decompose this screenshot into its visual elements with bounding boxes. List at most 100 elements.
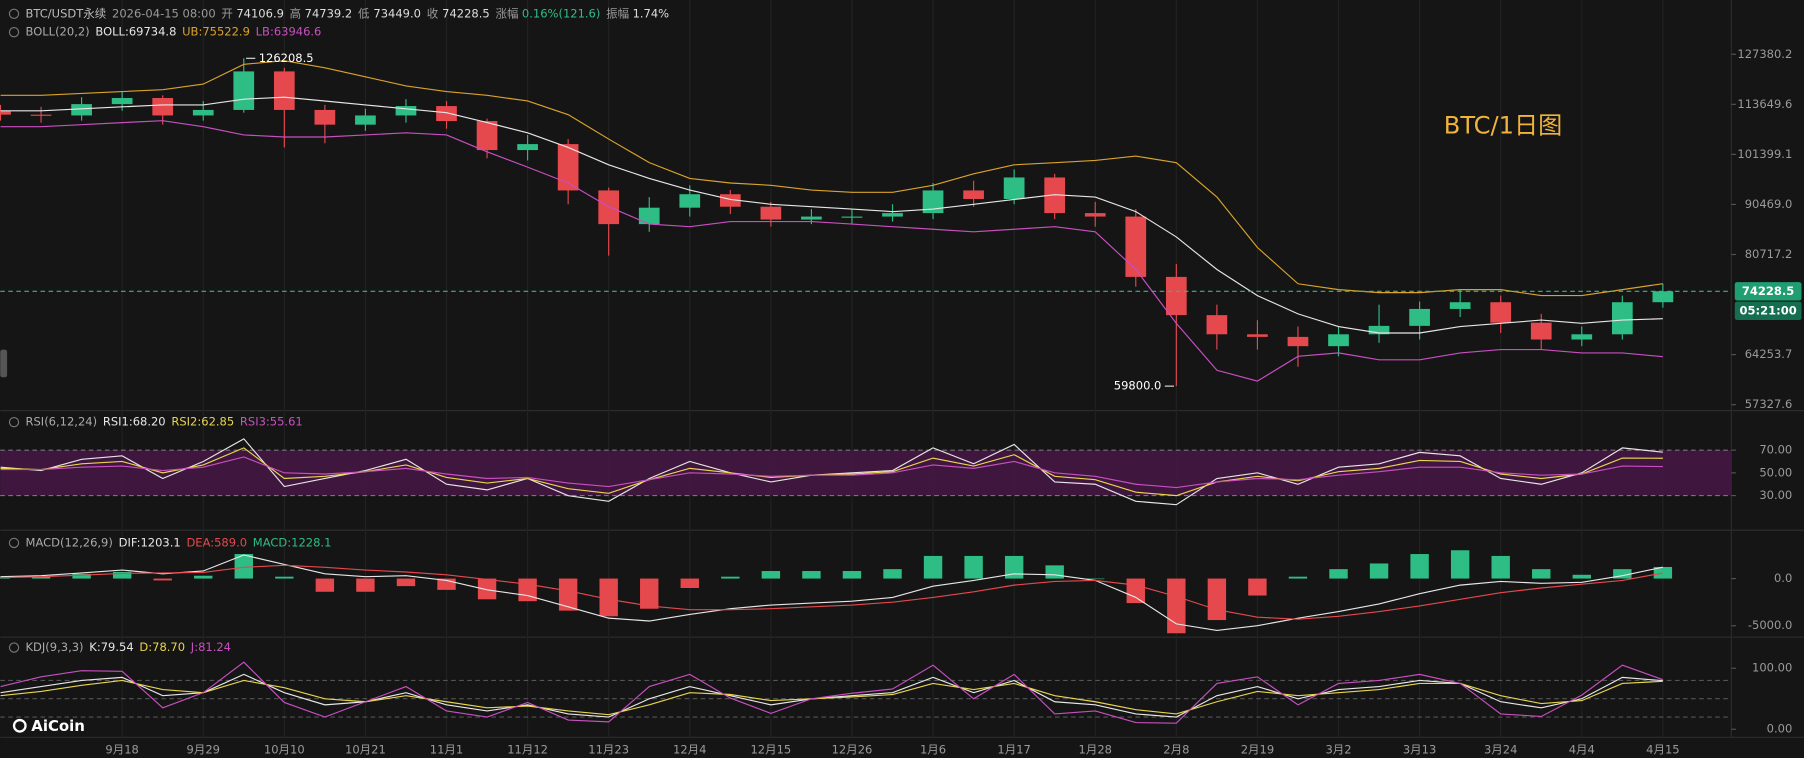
header-text: MACD:1228.1 — [253, 535, 332, 549]
header-icon — [8, 27, 20, 38]
macd-bar — [558, 578, 578, 611]
candle-body — [1328, 334, 1349, 347]
macd-bar — [1248, 578, 1267, 596]
header-icon — [8, 537, 20, 549]
high-label: 126208.5 — [259, 51, 314, 65]
series-line — [0, 661, 1664, 724]
header-text: BTC/USDT永续 — [26, 6, 107, 20]
candle-body — [1368, 325, 1390, 335]
y-tick-label: 90469.0 — [1745, 197, 1793, 211]
y-tick-label: 50.00 — [1759, 465, 1792, 479]
header-text: K:79.54 — [89, 640, 133, 654]
macd-bar — [964, 555, 983, 579]
x-tick-label: 2月8 — [1163, 742, 1189, 756]
candle-body — [111, 97, 133, 105]
y-tick-label: 113649.6 — [1737, 97, 1792, 111]
candle-body — [1571, 334, 1593, 340]
x-tick-label: 12月15 — [750, 742, 791, 756]
header-text: 收 — [427, 6, 439, 20]
candle-body — [963, 190, 984, 199]
y-tick-label: 101399.1 — [1737, 147, 1792, 161]
macd-bar — [234, 554, 253, 579]
header-text: 开 — [221, 6, 233, 20]
candle-body — [1652, 291, 1674, 303]
macd-bar — [721, 576, 740, 579]
x-tick-label: 9月18 — [105, 742, 138, 756]
candle-body — [1003, 177, 1025, 199]
macd-bar — [31, 576, 51, 579]
series-line — [0, 456, 1663, 489]
macd-bar — [883, 569, 902, 579]
series-line — [0, 679, 1663, 716]
candle-body — [192, 109, 214, 116]
side-tab[interactable] — [0, 349, 8, 378]
x-tick-label: 2月19 — [1241, 742, 1274, 756]
header-text: 涨幅 — [495, 6, 518, 20]
candle-body — [760, 206, 782, 220]
header-text: 73449.0 — [373, 6, 421, 20]
candle-body — [355, 115, 376, 125]
header-text: 74228.5 — [442, 6, 490, 20]
candle-body — [1490, 302, 1512, 323]
candle-body — [638, 207, 660, 225]
header-text: 高 — [290, 6, 302, 20]
candle-body — [1247, 334, 1268, 337]
header-text: 低 — [358, 6, 370, 20]
candle-body — [517, 144, 538, 151]
header-text: MACD(12,26,9) — [26, 535, 113, 549]
macd-bar — [1126, 578, 1145, 604]
macd-bar — [396, 578, 416, 587]
y-tick-label: 0.0 — [1774, 571, 1792, 585]
low-label: 59800.0 — [1114, 379, 1162, 393]
header-text: 74739.2 — [305, 6, 353, 20]
macd-bar — [1329, 569, 1348, 579]
series-line — [0, 96, 1663, 334]
x-tick-label: 4月4 — [1569, 742, 1595, 756]
series-line — [0, 60, 1663, 297]
header-icon — [8, 642, 20, 653]
x-tick-label: 3月13 — [1403, 742, 1436, 756]
header-text: 1.74% — [633, 6, 670, 20]
candle-body — [233, 71, 255, 110]
candle-body — [1611, 302, 1633, 335]
y-tick-label: 80717.2 — [1745, 247, 1793, 261]
macd-bar — [1450, 550, 1470, 579]
macd-bar — [72, 573, 91, 579]
x-tick-label: 1月6 — [920, 742, 946, 756]
candle-body — [314, 109, 336, 125]
macd-bar — [112, 571, 132, 579]
candle-body — [1449, 302, 1471, 309]
logo-text: AiCoin — [31, 717, 85, 735]
macd-bar — [1167, 578, 1186, 634]
y-tick-label: 100.00 — [1752, 661, 1792, 675]
y-tick-label: 0.00 — [1767, 722, 1793, 736]
candle-body — [841, 216, 863, 218]
candle-body — [1165, 276, 1187, 316]
series-line — [0, 564, 1663, 620]
y-tick-label: 70.00 — [1759, 443, 1792, 457]
macd-bar — [1532, 569, 1551, 579]
candle-body — [557, 144, 579, 191]
macd-bar — [477, 578, 497, 600]
candle-body — [1530, 322, 1552, 340]
countdown: 05:21:00 — [1740, 303, 1797, 317]
header-text: 0.16%(121.6) — [522, 6, 600, 20]
logo: AiCoin — [12, 717, 85, 735]
y-tick-label: 57327.6 — [1745, 397, 1793, 411]
header-text: 2026-04-15 08:00 — [112, 6, 216, 20]
macd-bar — [923, 555, 943, 579]
candle-body — [1206, 315, 1228, 335]
watermark: BTC/1日图 — [1444, 112, 1563, 140]
macd-bar — [1086, 578, 1105, 580]
macd-bar — [842, 571, 862, 579]
candle-body — [476, 121, 498, 151]
candle-body — [1409, 308, 1430, 326]
y-tick-label: 64253.7 — [1745, 347, 1793, 361]
header-text: BOLL:69734.8 — [95, 25, 176, 39]
candle-body — [273, 71, 295, 110]
x-tick-label: 12月26 — [832, 742, 873, 756]
candle-body — [0, 110, 11, 115]
macd-bar — [1004, 555, 1024, 579]
